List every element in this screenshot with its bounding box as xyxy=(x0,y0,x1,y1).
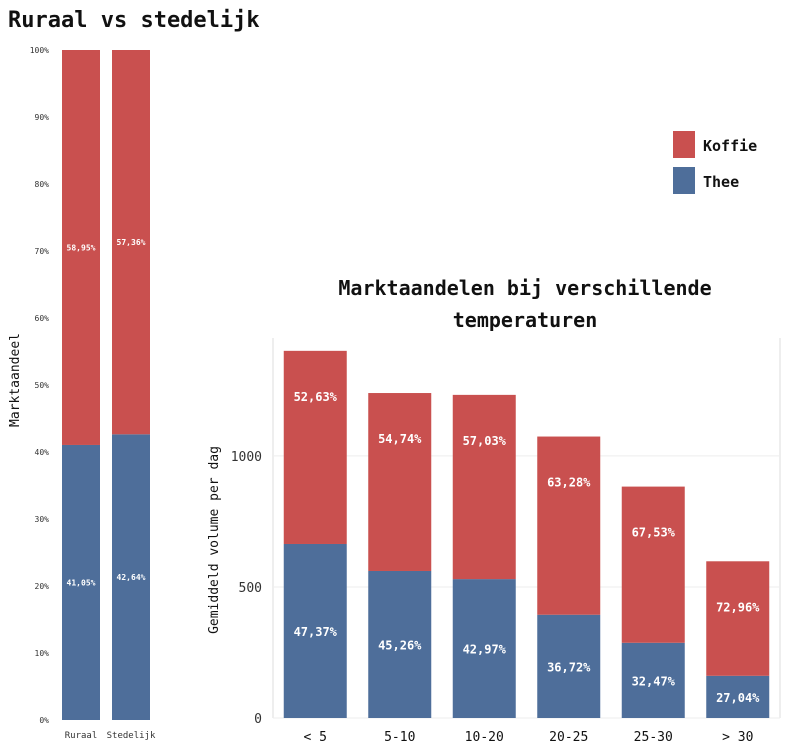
right-bar-data-label: 36,72% xyxy=(547,660,591,674)
left-bar-koffie xyxy=(112,50,150,435)
right-xtick-label: 25-30 xyxy=(634,730,673,745)
right-bar-koffie xyxy=(621,486,685,643)
left-bar-data-label: 42,64% xyxy=(117,573,146,582)
left-ytick-label: 70% xyxy=(35,247,50,256)
left-ytick-label: 20% xyxy=(35,582,50,591)
right-chart-bars: 47,37% 52,63% 45,26% 54,74% 42,97% 57,03% 36,7… xyxy=(283,350,770,718)
legend-label-koffie: Koffie xyxy=(703,137,757,155)
left-ytick-label: 40% xyxy=(35,448,50,457)
left-ytick-label: 50% xyxy=(35,381,50,390)
left-bar-koffie xyxy=(62,50,100,445)
left-bar-data-label: 57,36% xyxy=(117,238,146,247)
left-chart-bars: 41,05% 58,95% 42,64% 57,36% xyxy=(62,50,150,720)
right-ytick-label: 0 xyxy=(254,712,262,727)
right-bar-data-label: 57,03% xyxy=(463,434,507,448)
legend-swatch-koffie xyxy=(673,131,695,158)
right-chart-title-line1: Marktaandelen bij verschillende xyxy=(338,276,711,300)
legend-label-thee: Thee xyxy=(703,173,739,191)
right-ytick-label: 1000 xyxy=(231,450,262,465)
right-bar-data-label: 72,96% xyxy=(716,600,760,614)
right-xtick-label: 20-25 xyxy=(549,730,588,745)
right-chart: Marktaandelen bij verschillende temperat… xyxy=(207,276,781,745)
right-chart-yticks: 0 500 1000 xyxy=(231,450,262,727)
left-xtick-label: Ruraal xyxy=(65,731,98,741)
left-ytick-label: 60% xyxy=(35,314,50,323)
left-ytick-label: 100% xyxy=(30,46,49,55)
right-bar-thee xyxy=(537,614,601,718)
right-bar-koffie xyxy=(452,394,516,580)
left-ytick-label: 30% xyxy=(35,515,50,524)
right-bar-koffie xyxy=(537,436,601,615)
right-bar-thee xyxy=(368,570,432,718)
right-bar-data-label: 27,04% xyxy=(716,691,760,705)
left-ytick-label: 0% xyxy=(39,716,49,725)
legend-swatch-thee xyxy=(673,167,695,194)
right-bar-data-label: 63,28% xyxy=(547,476,591,490)
right-bar-koffie xyxy=(368,393,432,571)
right-xtick-label: > 30 xyxy=(722,730,753,745)
left-ytick-label: 90% xyxy=(35,113,50,122)
right-xtick-label: 5-10 xyxy=(384,730,415,745)
right-xtick-label: 10-20 xyxy=(465,730,504,745)
right-bar-data-label: 54,74% xyxy=(378,432,422,446)
left-xtick-label: Stedelijk xyxy=(107,731,156,741)
left-bar-data-label: 41,05% xyxy=(67,578,96,587)
right-chart-xticks: < 5 5-10 10-20 20-25 25-30 > 30 xyxy=(304,730,754,745)
left-chart-title: Ruraal vs stedelijk xyxy=(8,8,260,33)
right-bar-thee xyxy=(452,579,516,718)
right-chart-title-line2: temperaturen xyxy=(453,308,598,332)
left-ytick-label: 80% xyxy=(35,180,50,189)
right-bar-data-label: 67,53% xyxy=(632,526,676,540)
right-chart-grid xyxy=(272,338,781,719)
right-xtick-label: < 5 xyxy=(304,730,327,745)
left-ytick-label: 10% xyxy=(35,649,50,658)
right-bar-koffie xyxy=(706,561,770,676)
right-bar-koffie xyxy=(283,350,347,544)
left-bar-data-label: 58,95% xyxy=(67,243,96,252)
left-bar-thee xyxy=(62,444,100,720)
right-bar-data-label: 45,26% xyxy=(378,638,422,652)
right-bar-thee xyxy=(283,543,347,718)
left-chart-ylabel: Marktaandeel xyxy=(8,333,23,427)
right-bar-thee xyxy=(706,675,770,718)
right-bar-thee xyxy=(621,642,685,718)
left-chart: Ruraal vs stedelijk Marktaandeel 0% 10% 20… xyxy=(8,8,260,741)
right-bar-data-label: 47,37% xyxy=(294,625,338,639)
right-bar-data-label: 32,47% xyxy=(632,674,676,688)
legend: Koffie Thee xyxy=(673,131,757,194)
left-chart-xticks: Ruraal Stedelijk xyxy=(65,731,156,741)
left-bar-thee xyxy=(112,434,150,720)
left-chart-yticks: 0% 10% 20% 30% 40% 50% 60% 70% 80% 90% 100% xyxy=(30,46,49,725)
right-chart-ylabel: Gemiddeld volume per dag xyxy=(207,446,222,634)
right-bar-data-label: 52,63% xyxy=(294,390,338,404)
right-bar-data-label: 42,97% xyxy=(463,643,507,657)
right-ytick-label: 500 xyxy=(239,581,262,596)
